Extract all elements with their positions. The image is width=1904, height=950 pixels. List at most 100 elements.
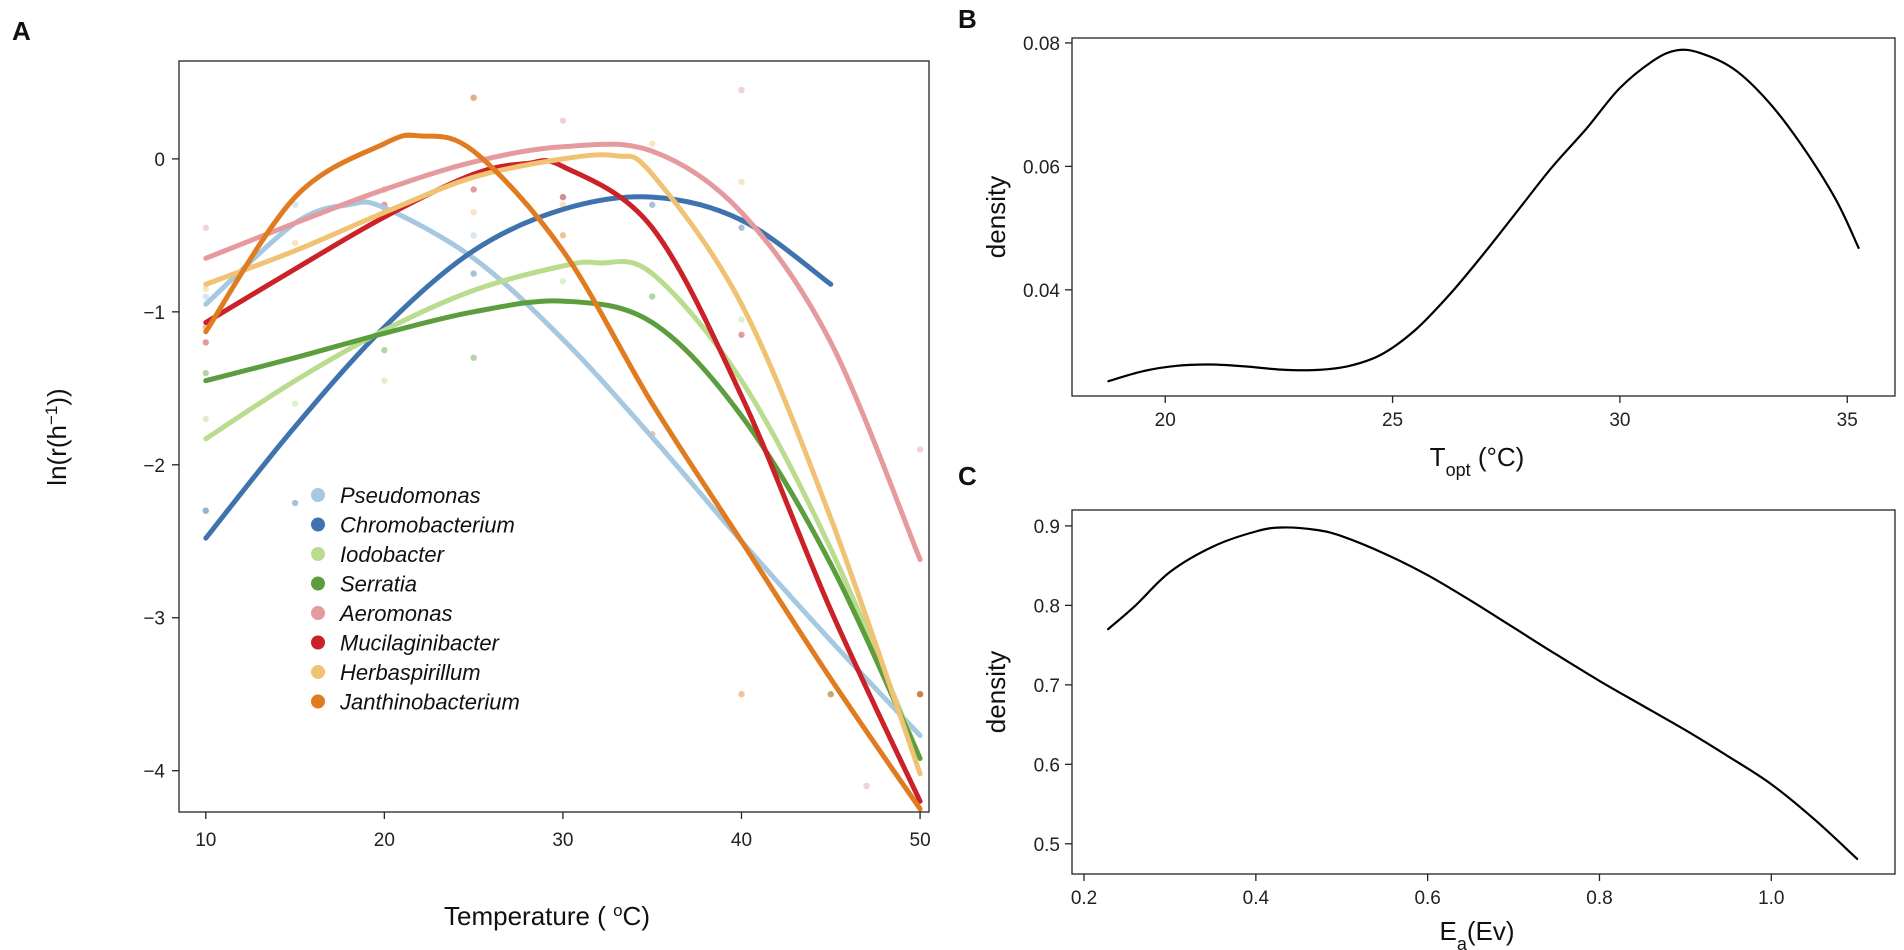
panel-a-y-axis-title: ln(r(h−1)) [42, 388, 73, 485]
data-point-chromobacterium [738, 224, 745, 231]
panel-label-c: C [958, 461, 977, 491]
data-point-herbaspirillum [738, 178, 745, 186]
panel-a-y-tick-label: −1 [143, 303, 165, 324]
panel-b-y-tick-label: 0.08 [1023, 34, 1060, 55]
panel-c-y-tick-label: 0.9 [1034, 517, 1060, 538]
panel-c-x-tick-label: 1.0 [1758, 888, 1784, 909]
panel-c-x-tick-label: 0.6 [1414, 888, 1440, 909]
panel-c-y-tick-label: 0.7 [1034, 676, 1060, 697]
panel-a-x-axis-title: Temperature ( oC) [444, 901, 650, 932]
data-point-herbaspirillum [470, 209, 477, 216]
panel-b-x-tick-label: 35 [1837, 410, 1858, 431]
legend-marker-aeromonas [311, 606, 325, 620]
data-point-janthinobacterium [738, 691, 745, 698]
legend-label-herbaspirillum: Herbaspirillum [340, 660, 481, 685]
panel-c-y-axis-title: density [981, 651, 1011, 733]
data-point-iodobacter [291, 400, 299, 407]
data-point-aeromonas [863, 782, 870, 790]
data-point-serratia [381, 346, 388, 354]
panel-a-x-tick-label: 30 [552, 830, 573, 851]
panel-b-plot: 20 25 30 35 0.04 0.06 0.08 [1023, 34, 1896, 431]
series-line-mucilaginibacter [203, 158, 923, 804]
panel-a-y-tick-label: 0 [154, 150, 165, 171]
legend-label-aeromonas: Aeromonas [338, 601, 453, 626]
data-point-serratia [827, 691, 834, 698]
series-line-iodobacter [203, 258, 923, 761]
panel-b-x-axis-title: Topt (°C) [1430, 442, 1525, 480]
legend-label-mucilaginibacter: Mucilaginibacter [340, 631, 501, 656]
data-point-mucilaginibacter [559, 193, 567, 201]
panel-a-lines [203, 132, 923, 812]
data-point-herbaspirillum [291, 239, 299, 247]
panel-c-plot: 0.2 0.4 0.6 0.8 1.0 0.5 0.6 0.7 0.8 0.9 [1034, 509, 1896, 909]
data-point-iodobacter [559, 278, 567, 285]
panel-a-y-tick-label: −3 [143, 609, 165, 630]
panel-a-y-axis: 0 −1 −2 −3 −4 [143, 150, 179, 783]
panel-b-x-tick-label: 20 [1155, 410, 1176, 431]
panel-a-x-axis: 10 20 30 40 50 [195, 812, 931, 851]
panel-a-points [202, 86, 924, 790]
data-point-iodobacter [738, 316, 745, 323]
data-point-pseudomonas [470, 232, 477, 239]
legend-marker-iodobacter [311, 547, 325, 561]
series-line-herbaspirillum [203, 152, 923, 777]
data-point-chromobacterium [291, 499, 299, 507]
data-point-aeromonas [738, 86, 745, 94]
data-point-serratia [202, 369, 209, 377]
data-point-iodobacter [202, 415, 209, 423]
panel-c-x-tick-label: 0.8 [1586, 888, 1612, 909]
data-point-chromobacterium [649, 201, 656, 208]
data-point-iodobacter [381, 377, 388, 384]
data-point-aeromonas [202, 224, 209, 231]
legend-marker-mucilaginibacter [311, 635, 325, 650]
data-point-pseudomonas [202, 293, 209, 300]
data-point-serratia [916, 691, 924, 698]
legend-label-janthinobacterium: Janthinobacterium [339, 690, 520, 715]
panel-c-lines [1107, 526, 1859, 860]
data-point-pseudomonas [202, 507, 209, 514]
data-point-herbaspirillum [202, 285, 209, 293]
panel-b-lines [1107, 48, 1860, 383]
panel-b-x-tick-label: 30 [1609, 410, 1630, 431]
data-point-pseudomonas [559, 193, 567, 201]
legend-label-iodobacter: Iodobacter [340, 542, 446, 567]
legend-label-chromobacterium: Chromobacterium [340, 513, 515, 538]
data-point-herbaspirillum [649, 140, 656, 147]
data-point-aeromonas [559, 117, 567, 124]
panel-b-y-axis: 0.04 0.06 0.08 [1023, 34, 1072, 302]
panel-a-x-tick-label: 40 [731, 830, 752, 851]
panel-b-x-tick-label: 25 [1382, 410, 1403, 431]
data-point-chromobacterium [202, 507, 209, 514]
data-point-janthinobacterium [916, 691, 924, 698]
data-point-aeromonas [916, 446, 924, 453]
legend-marker-pseudomonas [311, 488, 325, 502]
legend-label-serratia: Serratia [340, 572, 417, 597]
panel-c-y-tick-label: 0.5 [1034, 835, 1060, 856]
panel-c-x-axis-title: Ea(Ev) [1439, 916, 1514, 950]
panel-c-x-tick-label: 0.4 [1243, 888, 1270, 909]
panel-a-x-tick-label: 20 [374, 830, 395, 851]
data-point-janthinobacterium [470, 94, 477, 101]
panel-a-x-tick-label: 50 [910, 830, 931, 851]
panel-a-y-tick-label: −2 [143, 456, 165, 477]
panel-b-y-tick-label: 0.04 [1023, 281, 1060, 302]
panel-b-x-axis: 20 25 30 35 [1155, 396, 1858, 431]
legend-marker-janthinobacterium [311, 694, 325, 709]
data-point-janthinobacterium [559, 232, 567, 239]
legend-label-pseudomonas: Pseudomonas [340, 483, 481, 508]
series-line-aeromonas [203, 141, 923, 563]
panel-b-y-tick-label: 0.06 [1023, 157, 1060, 178]
panel-c-x-axis: 0.2 0.4 0.6 0.8 1.0 [1071, 874, 1785, 909]
panel-a-x-tick-label: 10 [195, 830, 216, 851]
legend-marker-serratia [311, 576, 325, 591]
panel-a-legend: Pseudomonas Chromobacterium Iodobacter Serr… [311, 483, 520, 715]
panel-a-plot: 10 20 30 40 50 0 −1 −2 −3 −4 Pseudomonas Chromoba… [143, 60, 931, 851]
panel-label-a: A [12, 16, 31, 46]
panel-c-x-tick-label: 0.2 [1071, 888, 1097, 909]
series-line-density [1107, 526, 1859, 860]
legend-marker-herbaspirillum [311, 665, 325, 679]
data-point-mucilaginibacter [470, 186, 477, 193]
data-point-mucilaginibacter [202, 339, 209, 346]
series-line-janthinobacterium [203, 132, 923, 812]
